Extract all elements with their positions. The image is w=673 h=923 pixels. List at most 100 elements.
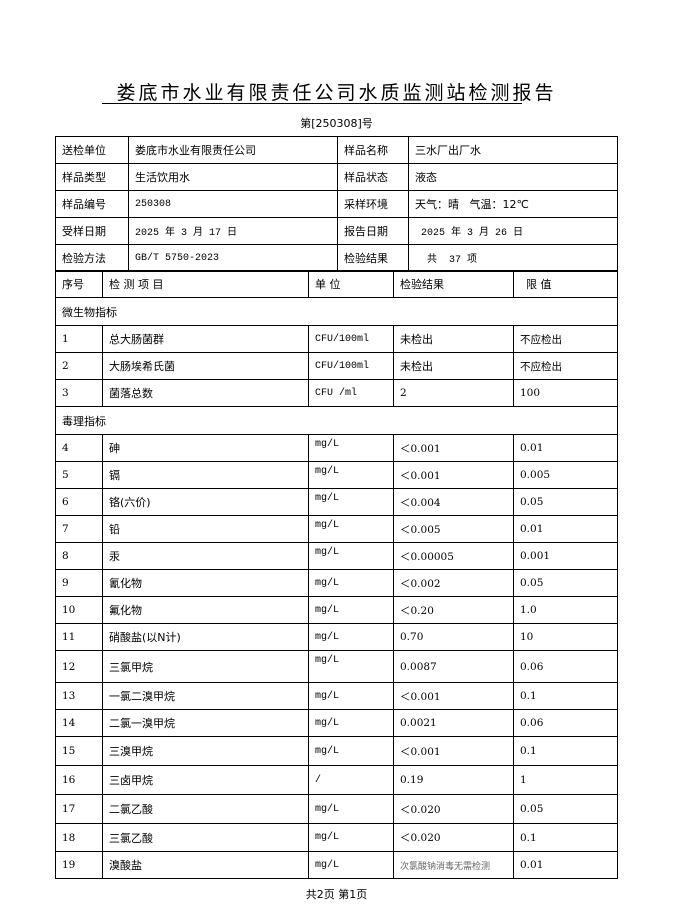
cell-result: 2 (393, 379, 514, 407)
cell-item: 总大肠菌群 (102, 325, 309, 353)
info-row: 受样日期 2025 年 3 月 17 日报告日期 2025 年 3 月 26 日 (55, 217, 618, 245)
info-label: 样品名称 (337, 136, 409, 164)
cell-unit: mg/L (308, 650, 394, 683)
info-row: 检验方法 GB/T 5750-2023 检验结果 共 37 项 (55, 244, 618, 272)
cell-item: 一氯二溴甲烷 (102, 682, 309, 710)
cell-unit: CFU/100ml (308, 325, 394, 353)
table-row: 6 铬(六价) mg/L ＜0.004 0.05 (55, 488, 618, 516)
cell-item: 菌落总数 (102, 379, 309, 407)
info-row: 样品类型 生活饮用水 样品状态 液态 (55, 163, 618, 191)
cell-no: 19 (55, 851, 103, 879)
table-row: 14 二氯一溴甲烷 mg/L 0.0021 0.06 (55, 709, 618, 737)
info-label: 样品类型 (55, 163, 129, 191)
cell-item: 三卤甲烷 (102, 765, 309, 795)
cell-limit: 不应检出 (513, 325, 618, 353)
info-value: 娄底市水业有限责任公司 (128, 136, 338, 164)
cell-no: 16 (55, 765, 103, 795)
cell-no: 12 (55, 650, 103, 683)
cell-limit: 1 (513, 765, 618, 795)
cell-result: ＜0.004 (393, 488, 514, 516)
cell-no: 4 (55, 434, 103, 462)
cell-limit: 0.1 (513, 682, 618, 710)
cell-result: 未检出 (393, 325, 514, 353)
table-row: 11 硝酸盐(以N计) mg/L 0.70 10 (55, 623, 618, 651)
cell-unit: mg/L (308, 823, 394, 852)
section-row: 微生物指标 (55, 297, 618, 326)
info-label: 采样环境 (337, 190, 409, 218)
cell-item: 砷 (102, 434, 309, 462)
info-value: 天气：晴 气温：12℃ (408, 190, 618, 218)
cell-limit: 10 (513, 623, 618, 651)
section-row: 毒理指标 (55, 406, 618, 435)
info-value: 三水厂出厂水 (408, 136, 618, 164)
cell-limit: 0.01 (513, 515, 618, 543)
cell-item: 氰化物 (102, 569, 309, 597)
cell-result: ＜0.20 (393, 596, 514, 624)
cell-result: ＜0.020 (393, 823, 514, 852)
cell-limit: 0.1 (513, 736, 618, 766)
info-value: GB/T 5750-2023 (128, 244, 338, 272)
info-value: 2025 年 3 月 17 日 (128, 217, 338, 245)
cell-no: 5 (55, 461, 103, 489)
cell-no: 13 (55, 682, 103, 710)
cell-unit: CFU /ml (308, 379, 394, 407)
info-label: 送检单位 (55, 136, 129, 164)
cell-no: 9 (55, 569, 103, 597)
cell-no: 15 (55, 736, 103, 766)
cell-unit: CFU/100ml (308, 352, 394, 380)
cell-limit: 0.001 (513, 542, 618, 570)
cell-item: 铅 (102, 515, 309, 543)
section-label: 毒理指标 (55, 406, 618, 435)
table-row: 7 铅 mg/L ＜0.005 0.01 (55, 515, 618, 543)
header-item: 检 测 项 目 (102, 270, 309, 298)
cell-item: 氟化物 (102, 596, 309, 624)
table-header-row: 序号 检 测 项 目 单 位 检验结果 限 值 (55, 270, 618, 298)
section-label: 微生物指标 (55, 297, 618, 326)
cell-unit: mg/L (308, 623, 394, 651)
header-result: 检验结果 (393, 270, 514, 298)
cell-limit: 0.005 (513, 461, 618, 489)
cell-unit: / (308, 765, 394, 795)
cell-no: 3 (55, 379, 103, 407)
cell-result: ＜0.00005 (393, 542, 514, 570)
cell-item: 溴酸盐 (102, 851, 309, 879)
cell-unit: mg/L (308, 488, 394, 516)
cell-result: 未检出 (393, 352, 514, 380)
info-label: 样品状态 (337, 163, 409, 191)
table-row: 18 三氯乙酸 mg/L ＜0.020 0.1 (55, 823, 618, 852)
cell-limit: 100 (513, 379, 618, 407)
info-label: 报告日期 (337, 217, 409, 245)
info-value: 2025 年 3 月 26 日 (408, 217, 618, 245)
cell-no: 14 (55, 709, 103, 737)
table-row: 2 大肠埃希氏菌 CFU/100ml 未检出 不应检出 (55, 352, 618, 380)
cell-result: ＜0.001 (393, 736, 514, 766)
cell-result: 0.0021 (393, 709, 514, 737)
cell-item: 镉 (102, 461, 309, 489)
table-row: 13 一氯二溴甲烷 mg/L ＜0.001 0.1 (55, 682, 618, 710)
cell-result: ＜0.020 (393, 794, 514, 824)
cell-no: 11 (55, 623, 103, 651)
cell-unit: mg/L (308, 569, 394, 597)
cell-limit: 0.01 (513, 851, 618, 879)
table-row: 16 三卤甲烷/0.19 1 (55, 765, 618, 795)
cell-limit: 0.06 (513, 709, 618, 737)
info-value: 液态 (408, 163, 618, 191)
title-underline (102, 103, 522, 104)
cell-result: ＜0.005 (393, 515, 514, 543)
cell-no: 10 (55, 596, 103, 624)
cell-limit: 0.1 (513, 823, 618, 852)
cell-result: 次氯酸钠消毒无需检测 (393, 851, 514, 879)
table-row: 10 氟化物 mg/L ＜0.20 1.0 (55, 596, 618, 624)
cell-unit: mg/L (308, 461, 394, 489)
cell-unit: mg/L (308, 794, 394, 824)
cell-limit: 0.05 (513, 794, 618, 824)
table-row: 15 三溴甲烷 mg/L ＜0.001 0.1 (55, 736, 618, 766)
cell-unit: mg/L (308, 596, 394, 624)
table-row: 9 氰化物 mg/L ＜0.002 0.05 (55, 569, 618, 597)
page-footer: 共2页 第1页 (305, 888, 368, 901)
info-row: 样品编号 250308 采样环境 天气：晴 气温：12℃ (55, 190, 618, 218)
table-row: 19 溴酸盐 mg/L 次氯酸钠消毒无需检测 0.01 (55, 851, 618, 879)
cell-result: 0.19 (393, 765, 514, 795)
cell-limit: 0.05 (513, 488, 618, 516)
table-row: 12 三氯甲烷 mg/L 0.0087 0.06 (55, 650, 618, 683)
